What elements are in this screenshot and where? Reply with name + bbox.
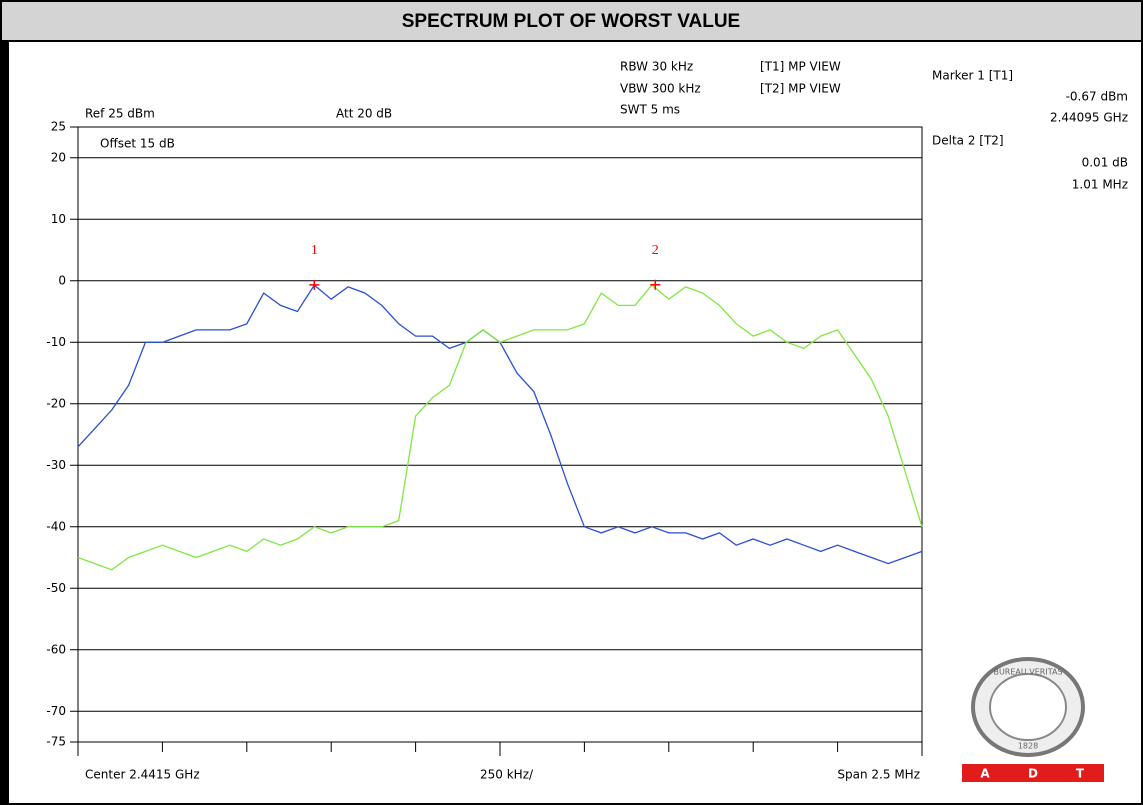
- y-tick-label: -70: [46, 704, 66, 718]
- y-tick-label: 25: [51, 120, 66, 134]
- y-tick-label: -40: [46, 519, 66, 533]
- attenuation: Att 20 dB: [336, 107, 392, 121]
- y-tick-label: -20: [46, 396, 66, 410]
- y-tick-label: 20: [51, 150, 66, 164]
- y-tick-label: -75: [46, 735, 66, 749]
- offset: Offset 15 dB: [100, 137, 175, 151]
- swt: SWT 5 ms: [620, 103, 680, 117]
- marker: [650, 279, 661, 290]
- ref-level: Ref 25 dBm: [85, 107, 155, 121]
- logo-inner: [989, 673, 1067, 741]
- marker-label: 2: [652, 243, 659, 258]
- center-freq: Center 2.4415 GHz: [85, 768, 200, 782]
- delta-freq: 1.01 MHz: [1072, 178, 1128, 192]
- logo-letter: A: [980, 767, 990, 781]
- per-division: 250 kHz/: [480, 768, 534, 782]
- marker-freq: 2.44095 GHz: [1050, 111, 1128, 125]
- title-bar: [0, 0, 1143, 42]
- logo-bar: [962, 764, 1104, 782]
- delta-value: 0.01 dB: [1082, 156, 1128, 170]
- span: Span 2.5 MHz: [837, 768, 920, 782]
- marker-value: -0.67 dBm: [1066, 90, 1128, 104]
- logo-text: BUREAU VERITAS: [993, 668, 1062, 677]
- marker-header: Marker 1 [T1]: [932, 69, 1013, 83]
- trace-1: [T1] MP VIEW: [760, 60, 841, 74]
- delta-header: Delta 2 [T2]: [932, 134, 1004, 148]
- y-tick-label: 10: [51, 212, 66, 226]
- vbw: VBW 300 kHz: [620, 82, 701, 96]
- trace-2: [T2] MP VIEW: [760, 82, 841, 96]
- marker-label: 1: [311, 243, 318, 258]
- y-tick-label: -30: [46, 458, 66, 472]
- marker: [309, 279, 320, 290]
- trace: [77, 284, 923, 571]
- y-tick-label: 0: [58, 273, 66, 287]
- logo-year: 1828: [1018, 742, 1038, 751]
- logo: BUREAU VERITAS 1828 A D T: [962, 657, 1104, 782]
- chart-title: SPECTRUM PLOT OF WORST VALUE: [402, 11, 740, 32]
- y-tick-label: -10: [46, 335, 66, 349]
- y-tick-label: -60: [46, 642, 66, 656]
- logo-letter: D: [1028, 767, 1038, 781]
- y-tick-label: -50: [46, 581, 66, 595]
- left-edge: [1, 41, 9, 804]
- rbw: RBW 30 kHz: [620, 60, 693, 74]
- logo-letter: T: [1076, 767, 1085, 781]
